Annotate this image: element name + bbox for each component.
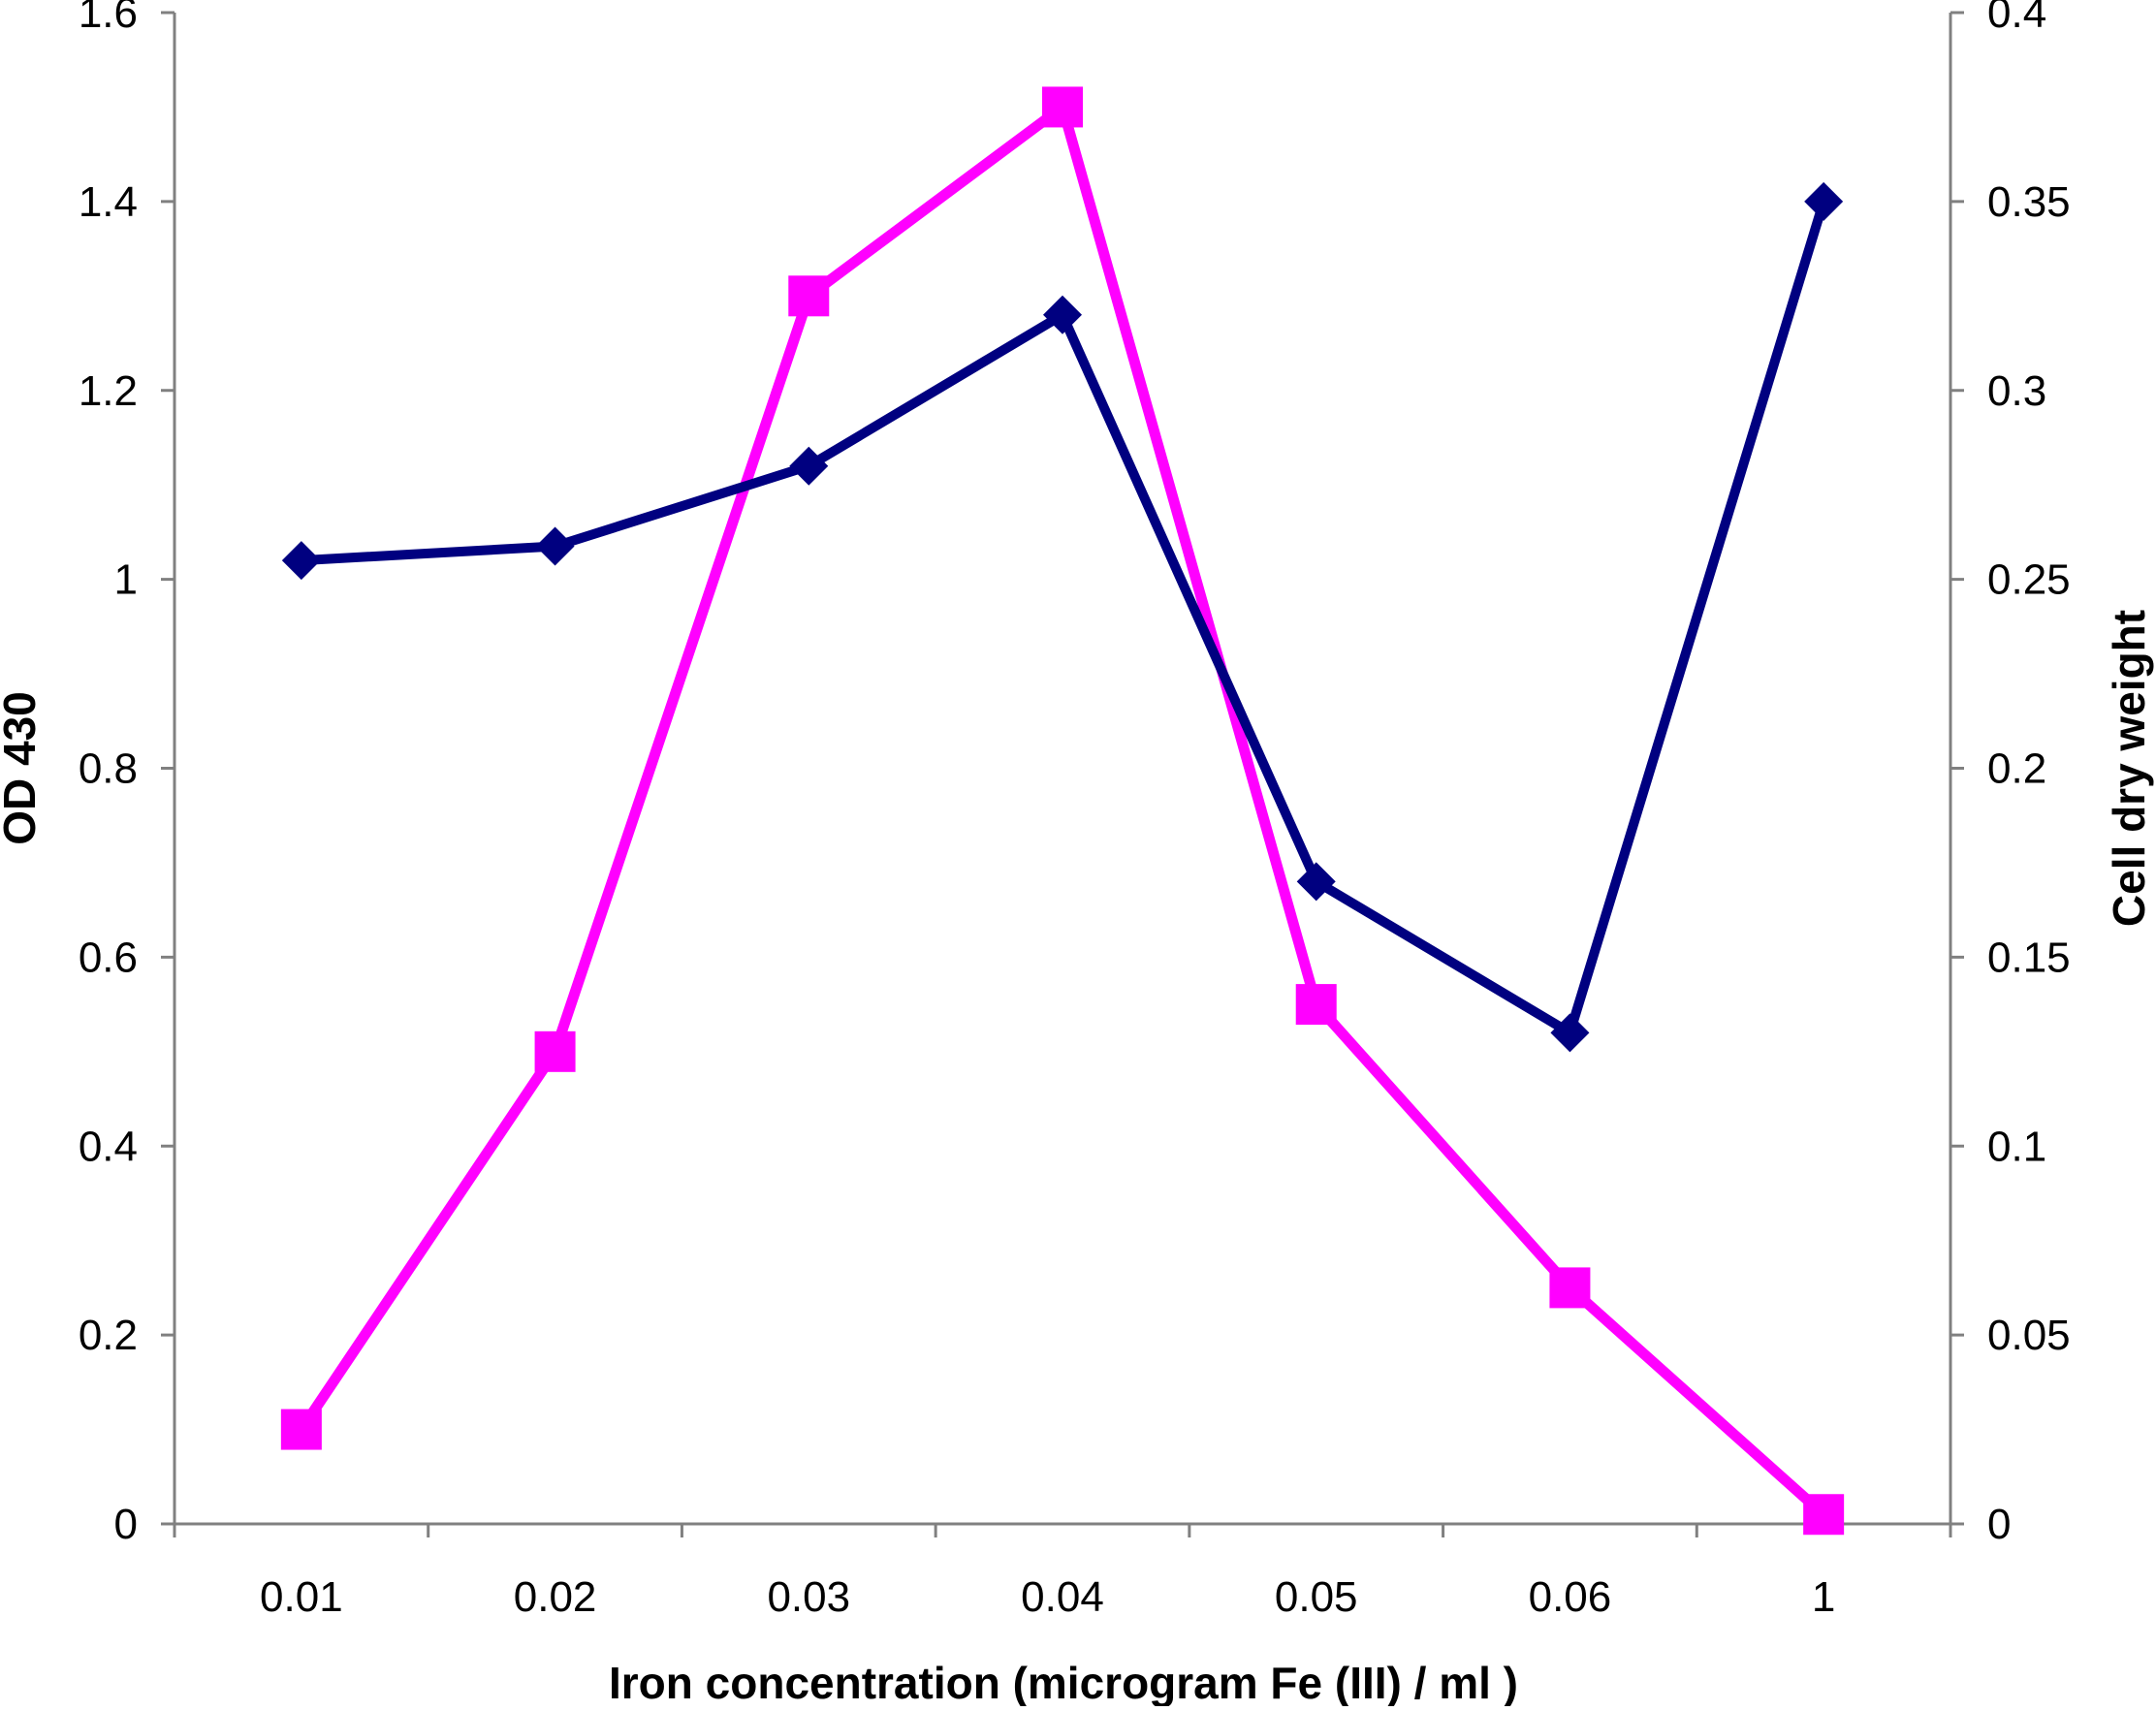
right-y-axis-title: Cell dry weight (2104, 610, 2154, 927)
left-y-tick-label: 1 (114, 556, 138, 604)
series-layer (280, 86, 1845, 1536)
diamond-marker (1550, 1013, 1590, 1053)
square-marker (534, 1030, 576, 1072)
left-y-axis-title: OD 430 (0, 691, 45, 845)
right-y-tick-label: 0.3 (1987, 367, 2046, 415)
right-y-tick-label: 0.2 (1987, 745, 2046, 793)
right-y-tick-label: 0 (1987, 1501, 2011, 1548)
left-y-tick-label: 0.8 (79, 745, 138, 793)
right-y-tick-label: 0.1 (1987, 1123, 2046, 1170)
right-y-tick-label: 0.25 (1987, 556, 2071, 604)
square-marker (1549, 1267, 1591, 1309)
x-tick-label: 0.01 (260, 1573, 343, 1621)
diamond-marker (1043, 295, 1082, 334)
left-y-tick-label: 1.6 (79, 0, 138, 37)
axes (161, 11, 1964, 1537)
x-tick-label: 0.02 (514, 1573, 597, 1621)
diamond-marker (789, 446, 829, 486)
right-y-tick-label: 0.4 (1987, 0, 2046, 37)
left-y-tick-label: 0 (114, 1501, 138, 1548)
x-tick-label: 0.03 (767, 1573, 850, 1621)
square-marker (1042, 86, 1083, 128)
x-tick-label: 0.05 (1275, 1573, 1358, 1621)
square-marker (280, 1409, 322, 1450)
x-tick-label: 1 (1812, 1573, 1835, 1621)
left-y-tick-label: 0.2 (79, 1312, 138, 1359)
square-marker (1803, 1494, 1845, 1536)
diamond-marker (1296, 862, 1336, 902)
diamond-marker (281, 541, 321, 581)
x-tick-label: 0.06 (1529, 1573, 1612, 1621)
x-tick-label: 0.04 (1021, 1573, 1104, 1621)
left-y-tick-label: 0.4 (79, 1123, 138, 1170)
diamond-marker (535, 526, 575, 566)
diamond-marker (1804, 181, 1844, 221)
x-axis-title: Iron concentration (microgram Fe (III) /… (609, 1658, 1518, 1706)
left-y-tick-label: 1.4 (79, 178, 138, 226)
left-y-tick-label: 0.6 (79, 934, 138, 981)
square-marker (788, 275, 830, 317)
square-marker (1295, 984, 1337, 1026)
right-y-tick-label: 0.05 (1987, 1312, 2071, 1359)
right-y-tick-label: 0.15 (1987, 934, 2071, 981)
right-y-tick-label: 0.35 (1987, 178, 2071, 226)
left-y-tick-label: 1.2 (79, 367, 138, 415)
